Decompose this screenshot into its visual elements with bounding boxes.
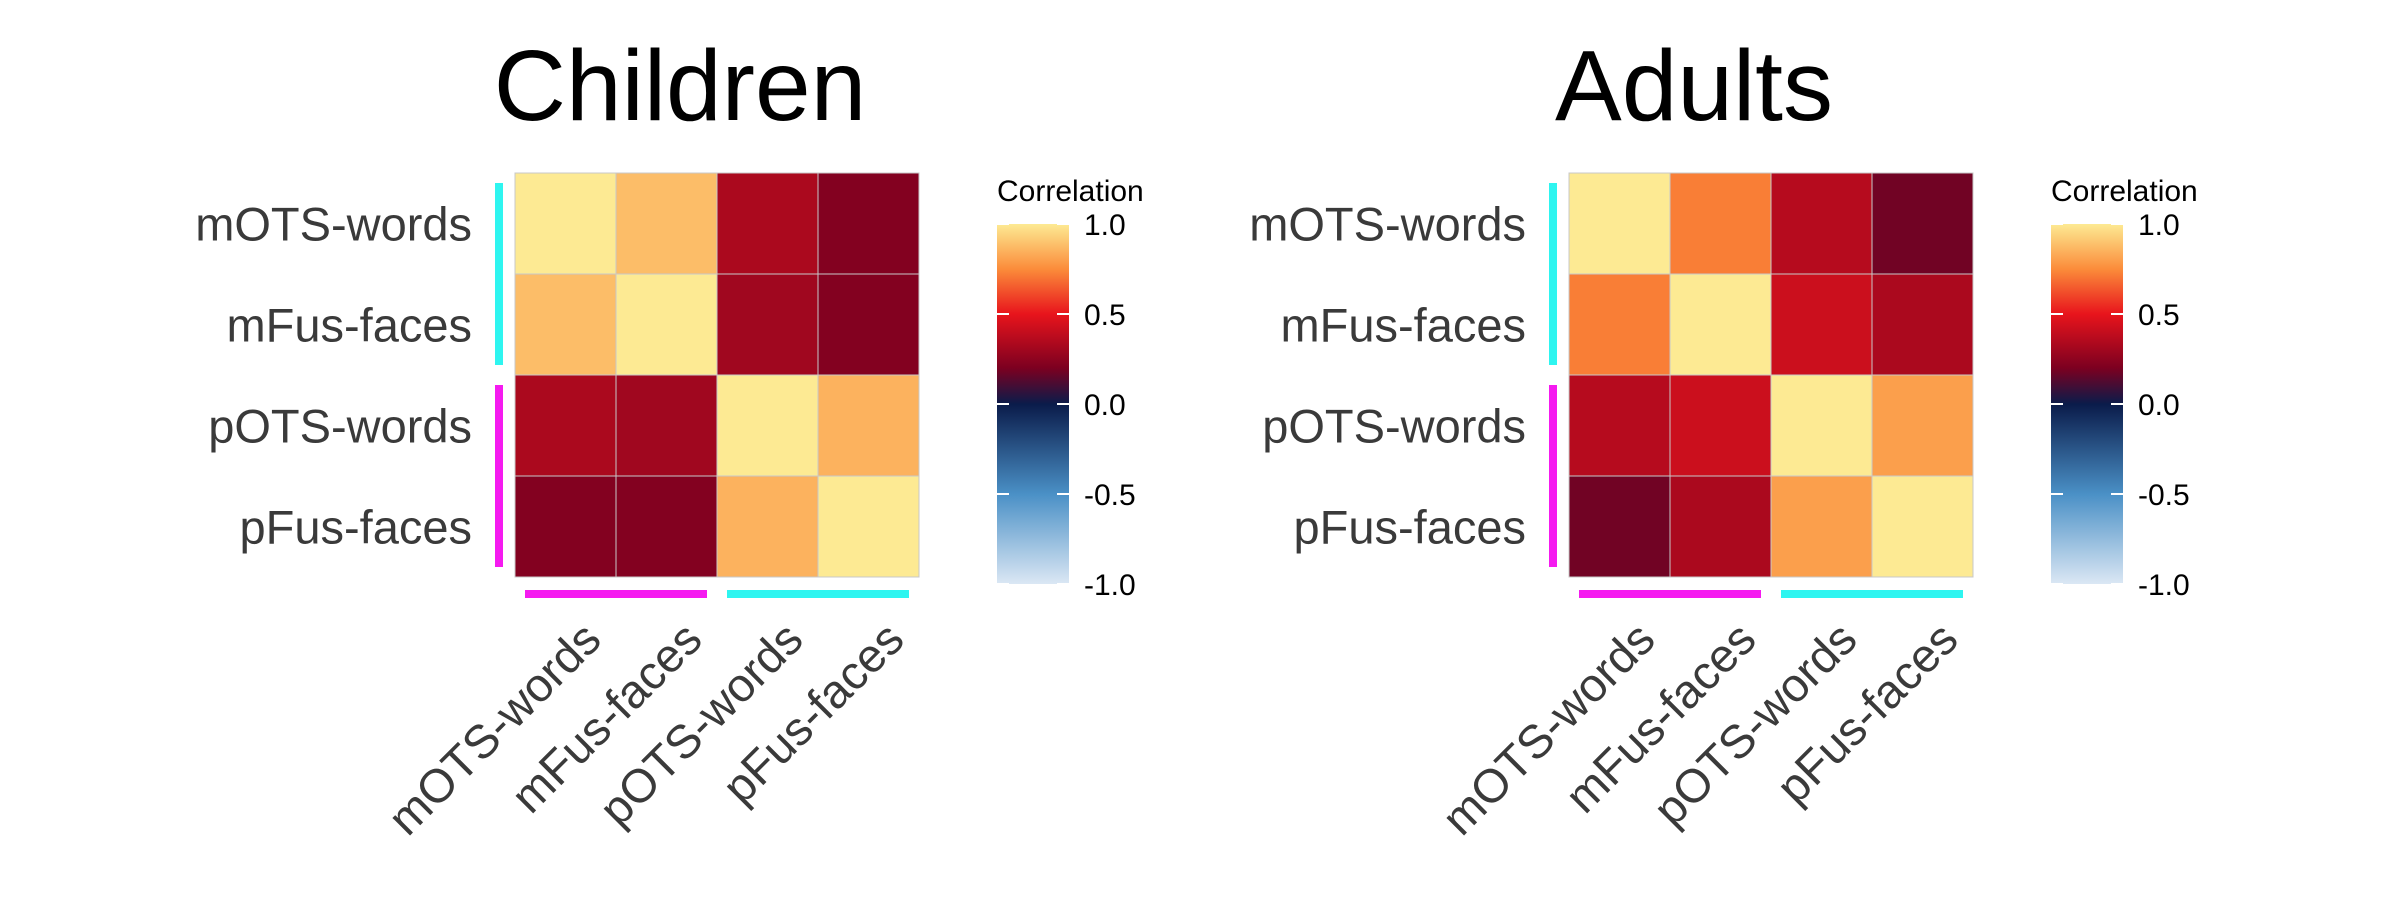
row-label: pFus-faces bbox=[240, 501, 472, 554]
heatmap-cell bbox=[1568, 172, 1671, 275]
heatmap-cell bbox=[1871, 374, 1974, 477]
column-group-bars bbox=[1579, 590, 1963, 598]
heatmap-cell bbox=[1871, 172, 1974, 275]
legend-tick-label: 0.5 bbox=[2138, 299, 2180, 332]
heatmap-cell bbox=[716, 273, 819, 376]
heatmap-cell bbox=[817, 374, 920, 477]
column-group-bars bbox=[525, 590, 909, 598]
heatmap-cell bbox=[1669, 172, 1772, 275]
heatmap-cell bbox=[1568, 273, 1671, 376]
row-label: mOTS-words bbox=[1249, 198, 1526, 251]
row-label: pOTS-words bbox=[1262, 400, 1526, 453]
adults-panel: Adults mOTS-words mFus-faces pOTS-words pFu… bbox=[1249, 30, 2198, 845]
column-group-bar bbox=[1579, 590, 1761, 598]
heatmap-cells bbox=[514, 172, 920, 578]
legend-tick-label: 1.0 bbox=[2138, 209, 2180, 242]
row-labels: mOTS-words mFus-faces pOTS-words pFus-faces bbox=[195, 198, 472, 554]
heatmap-cell bbox=[1770, 172, 1873, 275]
heatmap-cell bbox=[1770, 374, 1873, 477]
heatmap-cell bbox=[514, 374, 617, 477]
heatmap-cell bbox=[817, 172, 920, 275]
legend-tick-label: -1.0 bbox=[1084, 569, 1136, 602]
row-group-bar bbox=[1549, 183, 1557, 365]
heatmap-cell bbox=[716, 172, 819, 275]
heatmap-cell bbox=[1669, 374, 1772, 477]
legend-tick-label: 0.5 bbox=[1084, 299, 1126, 332]
row-label: mOTS-words bbox=[195, 198, 472, 251]
heatmap-cell bbox=[615, 475, 718, 578]
legend-tick-label: -1.0 bbox=[2138, 569, 2190, 602]
heatmap-cell bbox=[615, 374, 718, 477]
column-group-bar bbox=[525, 590, 707, 598]
row-group-bar bbox=[1549, 385, 1557, 567]
row-group-bars bbox=[495, 183, 503, 567]
legend-tick-label: -0.5 bbox=[2138, 479, 2190, 512]
legend-title: Correlation bbox=[997, 175, 1144, 208]
heatmap-cell bbox=[817, 475, 920, 578]
column-group-bar bbox=[1781, 590, 1963, 598]
heatmap-cell bbox=[1770, 475, 1873, 578]
row-label: pOTS-words bbox=[208, 400, 472, 453]
chart-title: Adults bbox=[1555, 30, 1833, 142]
heatmap-cell bbox=[1669, 475, 1772, 578]
heatmap-cells bbox=[1568, 172, 1974, 578]
heatmap-cell bbox=[615, 273, 718, 376]
heatmap-cell bbox=[1568, 475, 1671, 578]
row-group-bar bbox=[495, 385, 503, 567]
heatmap-cell bbox=[1568, 374, 1671, 477]
heatmap-cell bbox=[1770, 273, 1873, 376]
heatmap-cell bbox=[716, 374, 819, 477]
chart-title: Children bbox=[494, 30, 866, 142]
heatmap-cell bbox=[716, 475, 819, 578]
row-label: mFus-faces bbox=[1281, 299, 1527, 352]
color-legend: Correlation 1.0 0.5 0.0 -0.5 -1.0 bbox=[997, 175, 1144, 602]
heatmap-cell bbox=[514, 475, 617, 578]
heatmap-cell bbox=[615, 172, 718, 275]
heatmap-cell bbox=[817, 273, 920, 376]
heatmap-cell bbox=[1669, 273, 1772, 376]
color-legend: Correlation 1.0 0.5 0.0 -0.5 -1.0 bbox=[2051, 175, 2198, 602]
heatmap-cell bbox=[514, 172, 617, 275]
row-group-bar bbox=[495, 183, 503, 365]
legend-tick-label: 0.0 bbox=[2138, 389, 2180, 422]
legend-tick-label: -0.5 bbox=[1084, 479, 1136, 512]
row-labels: mOTS-words mFus-faces pOTS-words pFus-faces bbox=[1249, 198, 1526, 554]
legend-title: Correlation bbox=[2051, 175, 2198, 208]
row-group-bars bbox=[1549, 183, 1557, 567]
heatmap-cell bbox=[1871, 273, 1974, 376]
row-label: mFus-faces bbox=[227, 299, 473, 352]
children-panel: Children mOTS-words mFus-faces pOTS-words p… bbox=[195, 30, 1144, 845]
column-group-bar bbox=[727, 590, 909, 598]
row-label: pFus-faces bbox=[1294, 501, 1526, 554]
heatmap-cell bbox=[514, 273, 617, 376]
legend-tick-label: 1.0 bbox=[1084, 209, 1126, 242]
legend-tick-label: 0.0 bbox=[1084, 389, 1126, 422]
heatmap-cell bbox=[1871, 475, 1974, 578]
